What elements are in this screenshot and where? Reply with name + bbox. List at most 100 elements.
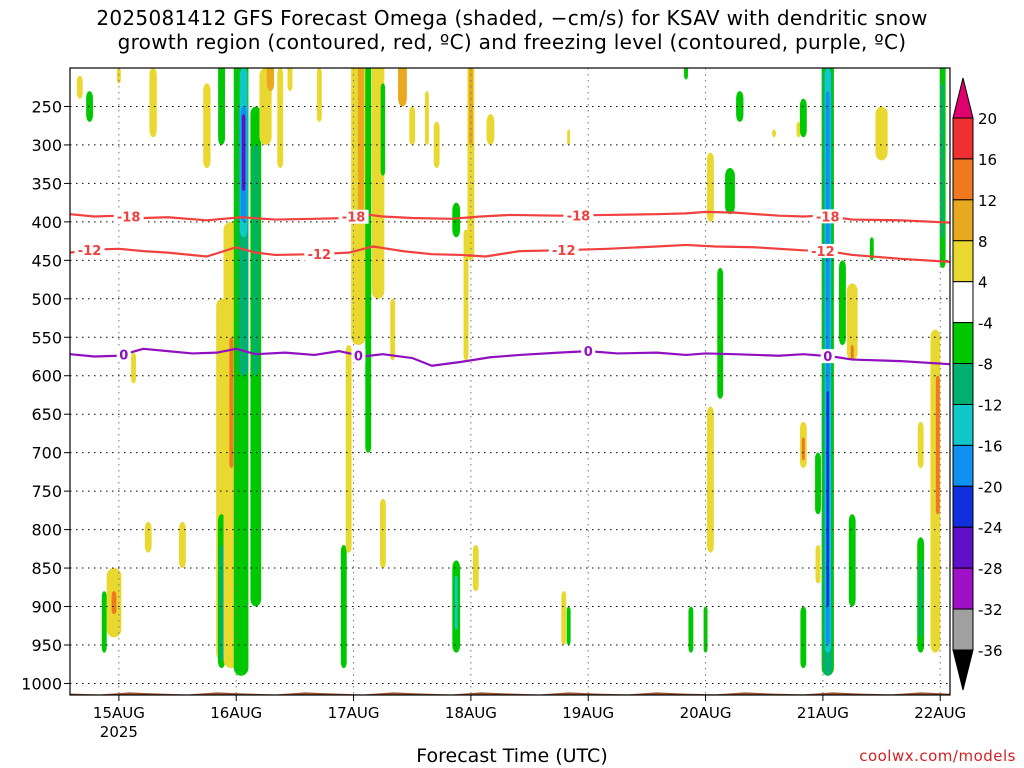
omega-region-yellow xyxy=(472,544,479,592)
colorbar-swatch xyxy=(952,199,974,242)
contour-label: -18 xyxy=(117,211,141,226)
colorbar-tick-label: 16 xyxy=(978,151,997,169)
omega-region-green xyxy=(736,91,744,122)
title-line-1: 2025081412 GFS Forecast Omega (shaded, −… xyxy=(96,6,928,30)
omega-region-green xyxy=(717,268,724,399)
contour-layer: -18 -18 -18 -18 -12 -12 -12 -12 0 0 0 0 xyxy=(70,208,950,367)
omega-region-yellow xyxy=(772,129,776,138)
contour-label-bg xyxy=(820,349,835,364)
contour-label: 0 xyxy=(119,348,128,363)
omega-region-yellow xyxy=(76,75,83,99)
omega-region-yellow xyxy=(345,344,352,553)
contour-label: -18 xyxy=(342,211,366,226)
y-axis: 250 300 350 400 450 500 550 600 650 700 750 800 850 9… xyxy=(21,97,70,693)
colorbar-tick-label: 12 xyxy=(978,192,997,210)
omega-region-green xyxy=(101,591,107,653)
x-tick-label: 19AUG xyxy=(562,704,614,722)
omega-region-yellow xyxy=(203,83,211,169)
omega-region-green xyxy=(688,606,694,653)
y-tick-label: 750 xyxy=(31,482,62,501)
x-tick-label: 20AUG xyxy=(680,704,732,722)
terrain-layer xyxy=(70,692,950,695)
credit-link[interactable]: coolwx.com/models xyxy=(859,747,1016,765)
contour-line-dendritic xyxy=(70,243,950,263)
y-tick-label: 850 xyxy=(31,559,62,578)
x-tick-label: 18AUG xyxy=(445,704,497,722)
contour-label-bg xyxy=(812,209,843,224)
omega-region-green xyxy=(799,98,807,138)
contour-label: 0 xyxy=(823,350,832,365)
omega-region-green xyxy=(365,68,372,453)
omega-region-green xyxy=(86,91,93,122)
omega-region-green xyxy=(800,606,807,669)
omega-region-blue xyxy=(826,391,829,607)
contour-label: 0 xyxy=(584,345,593,360)
colorbar-tick-label: -4 xyxy=(978,315,993,333)
colorbar-tick-label: -32 xyxy=(978,601,1003,619)
colorbar-swatch xyxy=(952,608,974,651)
omega-region-orange xyxy=(935,375,940,515)
contour-label-bg xyxy=(548,243,579,258)
colorbar-tick-label: -24 xyxy=(978,519,1003,537)
y-tick-label: 600 xyxy=(31,367,62,386)
omega-region-yellow xyxy=(390,298,396,361)
omega-region-green xyxy=(848,514,856,607)
omega-region-yellow xyxy=(561,591,567,645)
omega-region-green xyxy=(380,83,386,176)
omega-region-yellow xyxy=(815,544,821,584)
colorbar-tick-label: -16 xyxy=(978,437,1003,455)
y-tick-label: 650 xyxy=(31,405,62,424)
plot-frame xyxy=(69,67,951,696)
y-tick-label: 250 xyxy=(31,97,62,116)
x-axis-label: Forecast Time (UTC) xyxy=(416,745,608,767)
omega-region-green xyxy=(725,168,735,215)
x-tick-label: 22AUG xyxy=(914,704,966,722)
colorbar-tick-label: -12 xyxy=(978,396,1003,414)
contour-label-bg xyxy=(74,243,105,258)
y-tick-label: 1000 xyxy=(21,674,62,693)
omega-region-cyan xyxy=(454,575,458,630)
omega-region-orange xyxy=(229,337,234,469)
colorbar-swatch xyxy=(952,567,974,610)
colorbar-swatch xyxy=(952,322,974,365)
chart-title: 2025081412 GFS Forecast Omega (shaded, −… xyxy=(0,6,1024,54)
omega-region-purple xyxy=(241,114,246,192)
omega-region-yellow xyxy=(567,129,571,145)
colorbar-tick-label: -20 xyxy=(978,478,1003,496)
omega-region-yellow xyxy=(316,68,322,122)
colorbar-tick-label: 8 xyxy=(978,233,988,251)
omega-region-gold xyxy=(357,68,364,222)
omega-region-yellow xyxy=(707,406,714,553)
colorbar-top-triangle xyxy=(952,77,974,119)
contour-label-bg xyxy=(581,344,596,359)
colorbar-swatch xyxy=(952,485,974,528)
omega-region-green xyxy=(452,202,461,238)
omega-region-yellow xyxy=(917,421,924,469)
contour-label-bg xyxy=(351,348,366,363)
colorbar-tick-label: -28 xyxy=(978,560,1003,578)
colorbar-tick-label: 4 xyxy=(978,274,988,292)
omega-region-green xyxy=(869,237,874,261)
omega-region-yellow xyxy=(287,68,293,92)
colorbar-tick-label: -8 xyxy=(978,356,993,374)
contour-label-bg xyxy=(116,347,131,362)
y-tick-label: 700 xyxy=(31,444,62,463)
omega-region-yellow xyxy=(875,106,888,161)
y-tick-label: 900 xyxy=(31,598,62,617)
y-tick-label: 500 xyxy=(31,290,62,309)
omega-region-green xyxy=(566,606,571,645)
contour-line-dendritic xyxy=(70,210,950,224)
colorbar-tick-label: 20 xyxy=(978,110,997,128)
colorbar-swatch xyxy=(952,240,974,283)
x-tick-year: 2025 xyxy=(100,723,138,741)
omega-region-teal xyxy=(941,83,945,238)
omega-region-gold xyxy=(398,68,407,107)
colorbar-swatch xyxy=(952,117,974,160)
contour-label: -12 xyxy=(811,245,835,260)
colorbar: 20 16 12 8 4 -4 -8 -12 -16 -20 -24 -28 -32 -36 xyxy=(952,77,1003,691)
colorbar-swatch xyxy=(952,444,974,487)
omega-region-yellow xyxy=(379,498,386,569)
terrain-ground xyxy=(70,692,950,695)
